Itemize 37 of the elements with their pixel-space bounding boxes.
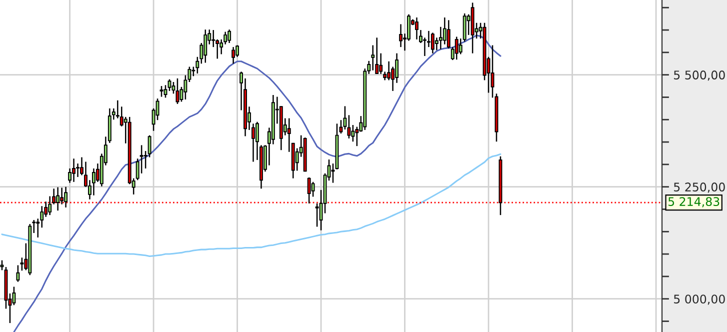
candlestick	[438, 26, 442, 50]
candlestick	[148, 134, 152, 158]
candlestick	[379, 52, 383, 75]
candlestick	[64, 186, 68, 208]
candlestick	[32, 219, 36, 234]
candlestick	[168, 78, 172, 92]
candlestick	[60, 187, 64, 205]
candlestick	[228, 28, 232, 44]
candlestick	[375, 37, 379, 75]
candlestick	[307, 176, 311, 204]
candlestick	[92, 168, 96, 196]
line-series	[1, 153, 502, 258]
candlestick	[315, 202, 319, 228]
candlestick	[415, 16, 418, 40]
ref-line-label: 5 214,83	[668, 197, 720, 208]
candlestick	[176, 78, 180, 105]
candlestick	[387, 60, 391, 81]
candlestick	[204, 28, 208, 64]
candlestick	[458, 38, 462, 55]
candlestick	[16, 264, 20, 282]
candlestick	[76, 162, 80, 178]
candlestick	[462, 12, 466, 42]
candlestick	[490, 44, 494, 98]
candlestick	[311, 181, 315, 198]
candlestick	[454, 36, 458, 60]
candlestick	[160, 85, 164, 98]
candlestick	[20, 257, 24, 272]
candlestick	[355, 126, 359, 147]
candlestick	[72, 158, 76, 183]
candlestick	[232, 46, 236, 64]
y-tick-label: 5 000,00	[674, 294, 725, 305]
candlestick	[164, 84, 168, 98]
y-tick-label: 5 250,00	[674, 182, 725, 193]
y-tick-label: 5 500,00	[674, 70, 725, 81]
candlestick	[56, 186, 60, 212]
candlestick	[399, 24, 403, 48]
candlestick	[430, 32, 434, 54]
